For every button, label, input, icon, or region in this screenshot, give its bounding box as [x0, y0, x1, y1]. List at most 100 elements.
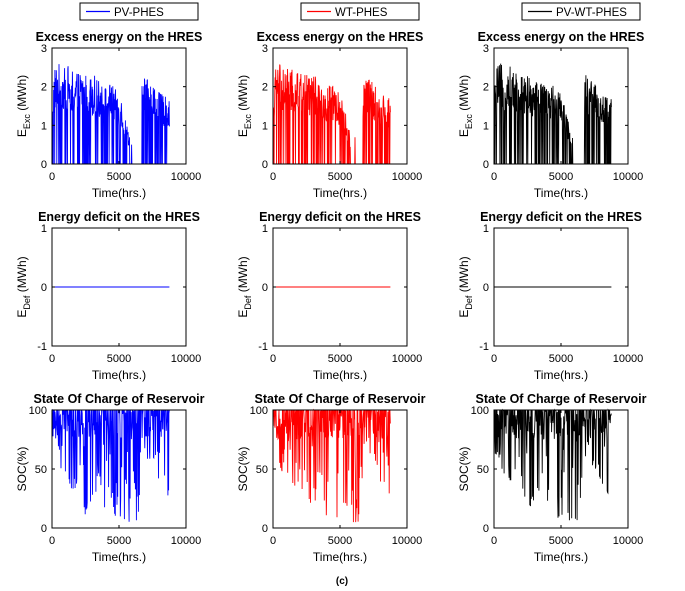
legend-label: PV-PHES	[114, 7, 164, 19]
x-axis-label: Time(hrs.)	[313, 550, 367, 564]
y-axis-label: EExc (MWh)	[15, 75, 32, 137]
x-tick-label: 10000	[613, 353, 644, 365]
x-tick-label: 0	[270, 171, 276, 183]
series-line	[493, 408, 612, 521]
y-axis-label: SOC(%)	[15, 447, 29, 492]
x-tick-label: 10000	[171, 171, 202, 183]
y-tick-label: 0	[483, 523, 489, 535]
legend: PV-PHES	[79, 2, 199, 21]
x-tick-label: 5000	[328, 171, 352, 183]
x-tick-label: 5000	[549, 353, 573, 365]
x-axis-label: Time(hrs.)	[92, 368, 146, 382]
y-tick-label: 0	[262, 282, 268, 294]
chart-title: State Of Charge of Reservoir	[255, 392, 426, 406]
y-tick-label: 3	[262, 43, 268, 55]
x-tick-label: 0	[49, 535, 55, 547]
y-tick-label: 0	[483, 159, 489, 171]
y-axis-label: EDef (MWh)	[457, 256, 474, 317]
y-tick-label: -1	[37, 341, 47, 353]
y-tick-label: 3	[483, 43, 489, 55]
y-tick-label: -1	[258, 341, 268, 353]
y-tick-label: 0	[41, 523, 47, 535]
figure-caption: (c)	[336, 576, 348, 587]
y-tick-label: 100	[250, 405, 268, 417]
chart-title: State Of Charge of Reservoir	[34, 392, 205, 406]
legend: WT-PHES	[300, 2, 420, 21]
chart-title: Excess energy on the HRES	[36, 30, 203, 44]
y-tick-label: 100	[29, 405, 47, 417]
y-tick-label: 0	[483, 282, 489, 294]
x-tick-label: 10000	[392, 535, 423, 547]
x-tick-label: 5000	[328, 353, 352, 365]
x-tick-label: 0	[270, 535, 276, 547]
legend-box	[521, 2, 641, 21]
x-tick-label: 10000	[392, 353, 423, 365]
y-axis-label: EExc (MWh)	[236, 75, 253, 137]
y-tick-label: 1	[262, 120, 268, 132]
series-line	[272, 408, 391, 523]
x-axis-label: Time(hrs.)	[534, 550, 588, 564]
chart-title: Energy deficit on the HRES	[38, 210, 200, 224]
series-line	[493, 63, 612, 165]
y-tick-label: 50	[35, 464, 47, 476]
x-tick-label: 5000	[107, 353, 131, 365]
x-tick-label: 0	[491, 353, 497, 365]
x-axis-label: Time(hrs.)	[534, 186, 588, 200]
x-tick-label: 5000	[328, 535, 352, 547]
series-line	[272, 64, 391, 165]
y-axis-label: EDef (MWh)	[236, 256, 253, 317]
series-line	[51, 64, 170, 165]
x-tick-label: 0	[49, 171, 55, 183]
y-tick-label: 0	[41, 159, 47, 171]
x-tick-label: 10000	[392, 171, 423, 183]
chart-title: Energy deficit on the HRES	[259, 210, 421, 224]
legend-label: PV-WT-PHES	[556, 7, 627, 19]
x-axis-label: Time(hrs.)	[92, 186, 146, 200]
chart-title: Energy deficit on the HRES	[480, 210, 642, 224]
y-tick-label: 2	[262, 82, 268, 94]
legend-label: WT-PHES	[335, 7, 388, 19]
x-axis-label: Time(hrs.)	[92, 550, 146, 564]
x-tick-label: 10000	[613, 535, 644, 547]
y-tick-label: 0	[262, 159, 268, 171]
y-tick-label: 2	[41, 82, 47, 94]
y-axis-label: SOC(%)	[236, 447, 250, 492]
chart-title: Excess energy on the HRES	[257, 30, 424, 44]
x-tick-label: 0	[491, 171, 497, 183]
series-line	[51, 408, 170, 522]
x-tick-label: 5000	[107, 171, 131, 183]
x-tick-label: 5000	[107, 535, 131, 547]
y-tick-label: 1	[262, 223, 268, 235]
chart-title: Excess energy on the HRES	[478, 30, 645, 44]
x-tick-label: 5000	[549, 171, 573, 183]
x-tick-label: 0	[49, 353, 55, 365]
legend-box	[300, 2, 420, 21]
x-axis-label: Time(hrs.)	[313, 368, 367, 382]
y-tick-label: 1	[483, 223, 489, 235]
y-tick-label: 2	[483, 82, 489, 94]
x-tick-label: 0	[270, 353, 276, 365]
legend-box	[79, 2, 199, 21]
y-tick-label: 0	[262, 523, 268, 535]
y-axis-label: SOC(%)	[457, 447, 471, 492]
x-tick-label: 10000	[171, 353, 202, 365]
x-axis-label: Time(hrs.)	[534, 368, 588, 382]
y-tick-label: 3	[41, 43, 47, 55]
chart-title: State Of Charge of Reservoir	[476, 392, 647, 406]
x-tick-label: 10000	[613, 171, 644, 183]
x-tick-label: 0	[491, 535, 497, 547]
y-axis-label: EExc (MWh)	[457, 75, 474, 137]
y-tick-label: 0	[41, 282, 47, 294]
y-tick-label: 1	[41, 120, 47, 132]
legend: PV-WT-PHES	[521, 2, 641, 21]
